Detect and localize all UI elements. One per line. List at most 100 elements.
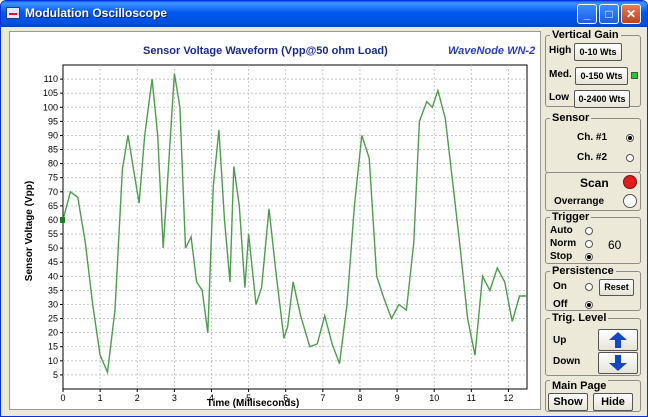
- gain-med-button[interactable]: 0-150 Wts: [575, 67, 628, 85]
- y-tick-label: 80: [48, 159, 58, 169]
- x-tick-label: 3: [172, 393, 177, 403]
- trigger-level-marker[interactable]: [60, 216, 65, 223]
- vertical-gain-title: Vertical Gain: [550, 29, 621, 41]
- vertical-gain-group: Vertical Gain High 0-10 Wts Med. 0-150 W…: [545, 29, 641, 108]
- sensor-ch2-label: Ch. #2: [577, 152, 608, 163]
- arrow-up-icon: [609, 332, 627, 348]
- trig-level-down-button[interactable]: [598, 352, 638, 374]
- sensor-ch1-radio[interactable]: [626, 134, 634, 142]
- x-tick-label: 12: [503, 393, 513, 403]
- minimize-icon: _: [583, 7, 591, 21]
- y-tick-label: 25: [48, 314, 58, 324]
- show-button[interactable]: Show: [548, 393, 588, 411]
- plot-panel: Sensor Voltage Waveform (Vpp@50 ohm Load…: [9, 31, 541, 410]
- trig-level-down-label: Down: [553, 356, 581, 367]
- x-tick-label: 11: [467, 393, 476, 403]
- plot-area: [62, 64, 528, 390]
- x-tick-label: 8: [357, 393, 362, 403]
- gain-high-button[interactable]: 0-10 Wts: [574, 43, 622, 61]
- x-tick-label: 5: [246, 393, 251, 403]
- main-page-title: Main Page: [550, 380, 609, 392]
- arrow-down-icon: [609, 355, 627, 371]
- trig-level-group: Trig. Level Up Down: [545, 312, 641, 376]
- persistence-off-radio[interactable]: [585, 301, 593, 309]
- x-axis-label: Time (Milliseconds): [207, 398, 300, 409]
- waveform-line: [62, 73, 527, 375]
- y-tick-label: 30: [48, 299, 58, 309]
- trig-level-title: Trig. Level: [550, 312, 609, 324]
- app-icon: [6, 7, 20, 19]
- y-tick-label: 15: [48, 342, 58, 352]
- plot-brand: WaveNode WN-2: [448, 45, 536, 57]
- y-tick-label: 10: [48, 356, 58, 366]
- y-tick-label: 40: [48, 271, 58, 281]
- y-tick-label: 65: [48, 201, 58, 211]
- trig-level-up-button[interactable]: [598, 329, 638, 351]
- x-tick-label: 1: [98, 393, 103, 403]
- waveform-chart: 5101520253035404550556065707580859095100…: [24, 64, 528, 409]
- scan-indicator: [623, 175, 637, 189]
- sensor-ch2-radio[interactable]: [626, 154, 634, 162]
- y-axis-label: Sensor Voltage (Vpp): [24, 181, 35, 281]
- sensor-ch1-label: Ch. #1: [577, 132, 608, 143]
- trigger-auto-label: Auto: [550, 225, 573, 236]
- trigger-auto-radio[interactable]: [585, 227, 593, 235]
- overrange-label: Overrange: [554, 196, 605, 207]
- scan-label: Scan: [580, 176, 609, 190]
- window-title: Modulation Oscilloscope: [25, 6, 168, 20]
- y-tick-label: 90: [48, 130, 58, 140]
- gain-med-label: Med.: [549, 69, 572, 80]
- y-tick-label: 60: [48, 215, 58, 225]
- trigger-norm-radio[interactable]: [585, 240, 593, 248]
- y-tick-label: 95: [48, 116, 58, 126]
- close-button[interactable]: ✕: [621, 4, 641, 24]
- x-tick-label: 10: [429, 393, 439, 403]
- y-tick-label: 55: [48, 229, 58, 239]
- persistence-on-radio[interactable]: [585, 283, 593, 291]
- trigger-norm-label: Norm: [550, 238, 577, 249]
- persistence-reset-button[interactable]: Reset: [599, 279, 634, 296]
- y-tick-label: 5: [53, 370, 58, 380]
- y-tick-label: 50: [48, 243, 58, 253]
- x-tick-label: 2: [135, 393, 140, 403]
- close-icon: ✕: [625, 7, 637, 21]
- x-tick-label: 0: [60, 393, 65, 403]
- main-page-group: Main Page Show Hide: [545, 380, 641, 412]
- trigger-group: Trigger Auto Norm Stop 60: [545, 211, 641, 264]
- persistence-off-label: Off: [553, 299, 568, 310]
- y-tick-label: 100: [43, 102, 58, 112]
- trigger-title: Trigger: [550, 211, 592, 223]
- title-bar[interactable]: Modulation Oscilloscope _ □ ✕: [1, 1, 647, 27]
- y-tick-label: 45: [48, 257, 58, 267]
- y-tick-label: 105: [43, 88, 58, 98]
- minimize-button[interactable]: _: [577, 4, 597, 24]
- y-tick-label: 20: [48, 328, 58, 338]
- maximize-icon: □: [605, 7, 613, 21]
- gain-low-label: Low: [549, 92, 569, 103]
- y-tick-label: 75: [48, 173, 58, 183]
- persistence-on-label: On: [553, 281, 567, 292]
- sensor-title: Sensor: [550, 112, 592, 124]
- hide-button[interactable]: Hide: [593, 393, 633, 411]
- overrange-indicator: [623, 194, 637, 208]
- scan-group: Scan Overrange: [545, 172, 641, 211]
- persistence-title: Persistence: [550, 265, 616, 277]
- x-tick-label: 7: [320, 393, 325, 403]
- y-tick-label: 35: [48, 285, 58, 295]
- trig-level-up-label: Up: [553, 335, 567, 346]
- y-tick-label: 85: [48, 145, 58, 155]
- gain-selected-indicator: [631, 72, 638, 79]
- sensor-group: Sensor Ch. #1 Ch. #2: [545, 112, 641, 173]
- maximize-button[interactable]: □: [599, 4, 619, 24]
- trigger-value: 60: [608, 238, 622, 252]
- gain-high-label: High: [549, 45, 572, 56]
- persistence-group: Persistence On Reset Off: [545, 265, 641, 311]
- gain-low-button[interactable]: 0-2400 Wts: [574, 90, 630, 108]
- x-tick-label: 6: [283, 393, 288, 403]
- trigger-stop-radio[interactable]: [585, 253, 593, 261]
- trigger-stop-label: Stop: [550, 251, 573, 262]
- y-tick-label: 70: [48, 187, 58, 197]
- client-area: Sensor Voltage Waveform (Vpp@50 ohm Load…: [5, 27, 643, 414]
- x-tick-label: 9: [395, 393, 400, 403]
